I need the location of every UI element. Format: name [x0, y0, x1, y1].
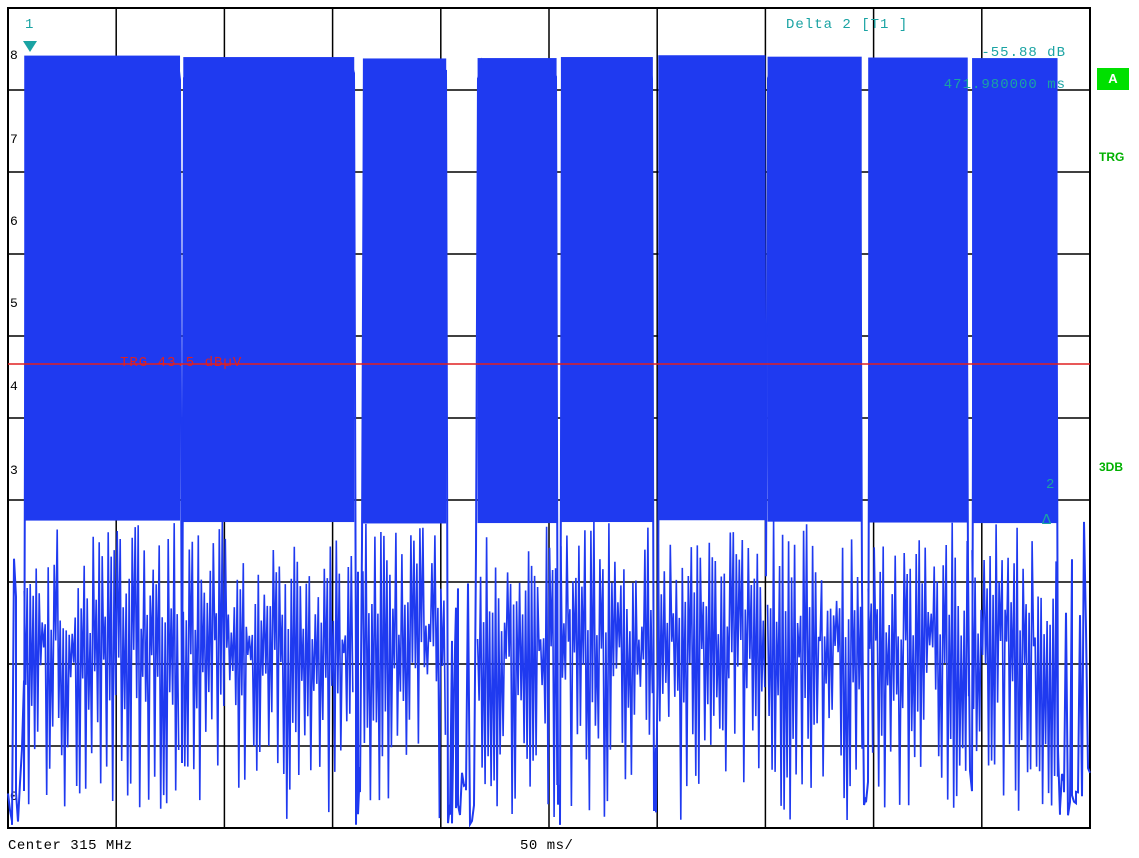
y-tick-label: 5	[10, 296, 18, 311]
marker-1-icon	[23, 41, 37, 52]
burst-fill	[868, 57, 968, 523]
burst-fill	[972, 58, 1058, 524]
trigger-status-label: TRG	[1099, 150, 1125, 164]
burst-trace	[182, 521, 354, 819]
marker-1-label: 1	[25, 17, 33, 33]
y-tick-label: 6	[10, 214, 18, 229]
delta-marker-icon: Δ	[1042, 512, 1051, 529]
trace-status-badge: A	[1097, 68, 1129, 90]
trace	[7, 55, 1091, 828]
burst-fill	[477, 58, 557, 524]
marker-header: Delta 2 [T1 ]	[786, 17, 908, 33]
marker-2[interactable]: 2 Δ	[1042, 477, 1054, 529]
filter-status-label: 3DB	[1099, 460, 1124, 474]
burst-fill	[767, 56, 862, 522]
y-tick-label: 4	[10, 379, 18, 394]
burst-trace	[362, 523, 447, 819]
burst-trace	[867, 522, 970, 808]
burst-trace	[560, 519, 654, 817]
burst-fill	[362, 58, 447, 524]
center-frequency-label: Center 315 MHz	[8, 838, 133, 854]
burst-fill	[24, 55, 181, 521]
span-label: 50 ms/	[520, 838, 574, 854]
trigger-label: TRG 43.5 dBµV	[120, 355, 242, 371]
marker-1[interactable]: 1	[23, 17, 37, 52]
y-tick-labels: 8 7 6 5 4 3 0	[10, 48, 18, 804]
burst-trace	[657, 532, 766, 820]
marker-time: 471.980000 ms	[944, 77, 1066, 93]
marker-2-label: 2	[1046, 477, 1054, 493]
burst-fill	[560, 57, 653, 523]
y-tick-label: 0	[10, 789, 18, 804]
y-tick-label: 7	[10, 132, 18, 147]
marker-value: -55.88 dB	[981, 45, 1066, 61]
burst-fill	[658, 55, 766, 521]
burst-fill	[183, 57, 355, 523]
burst-trace	[23, 523, 180, 809]
y-tick-label: 8	[10, 48, 18, 63]
marker-readout: Delta 2 [T1 ] -55.88 dB 471.980000 ms	[786, 17, 1066, 93]
burst-trace	[971, 524, 1059, 811]
burst-trace	[766, 520, 863, 821]
y-tick-label: 3	[10, 463, 18, 478]
burst-trace	[476, 526, 558, 818]
